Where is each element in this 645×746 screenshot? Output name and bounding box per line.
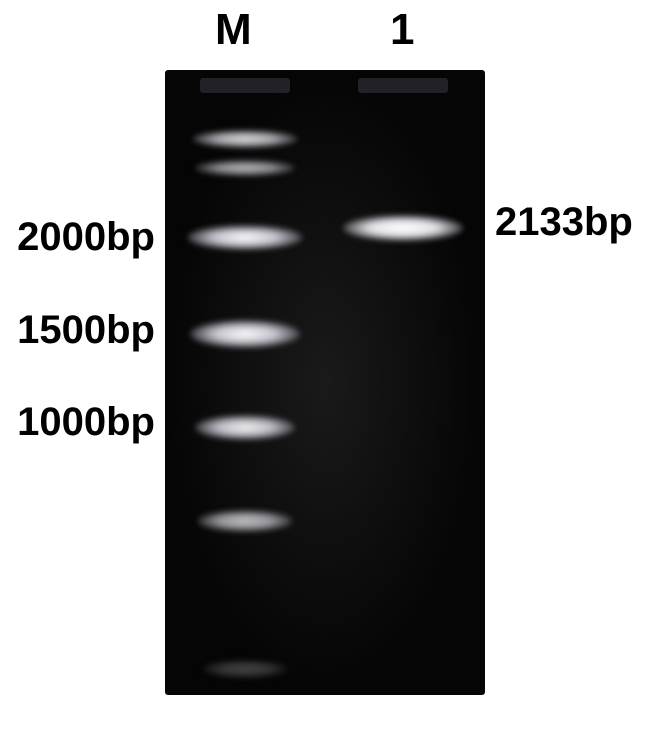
lane-label-marker: M xyxy=(215,5,252,55)
sample-lane xyxy=(340,70,465,695)
lane-label-sample: 1 xyxy=(390,5,414,55)
ladder-band xyxy=(193,130,298,148)
ladder-band xyxy=(195,160,295,176)
gel-image xyxy=(165,70,485,695)
marker-label: 1500bp xyxy=(0,308,155,353)
result-label: 2133bp xyxy=(495,200,633,245)
ladder-band xyxy=(195,415,295,440)
ladder-band xyxy=(203,660,288,678)
ladder-band xyxy=(190,320,300,348)
ladder-lane xyxy=(180,70,310,695)
ladder-band xyxy=(198,510,293,532)
marker-label: 1000bp xyxy=(0,400,155,445)
ladder-band xyxy=(188,225,303,250)
sample-band xyxy=(343,215,463,241)
gel-well xyxy=(358,78,448,93)
marker-label: 2000bp xyxy=(0,215,155,260)
gel-well xyxy=(200,78,290,93)
